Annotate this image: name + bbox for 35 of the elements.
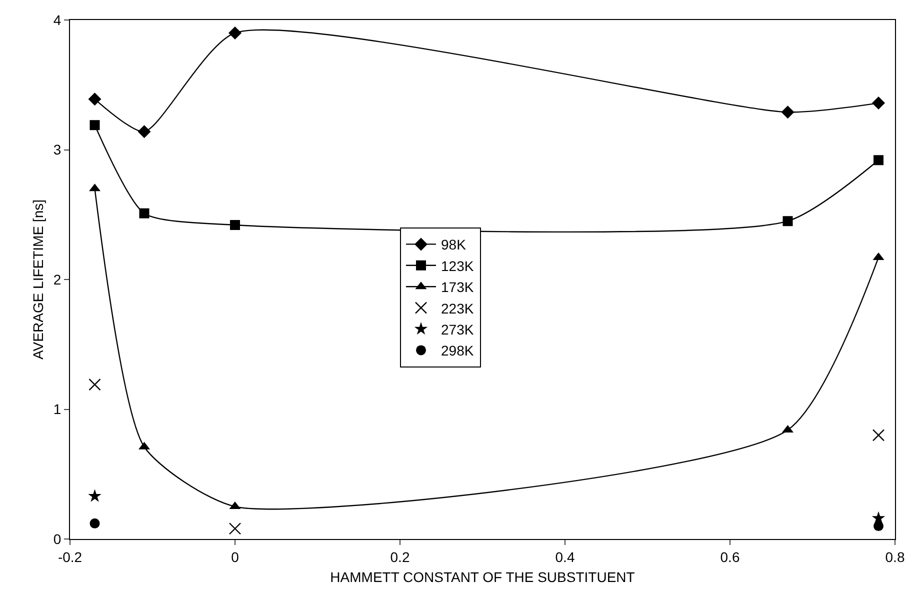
x-tick-label: 0.4 [555, 548, 575, 565]
point [88, 489, 102, 502]
point [228, 522, 242, 535]
point [781, 106, 794, 119]
point [872, 96, 885, 110]
point [874, 155, 884, 166]
legend-label: 273K [441, 321, 474, 338]
legend-label: 98K [441, 236, 467, 253]
legend-label: 173K [441, 279, 474, 296]
y-tick-label: 4 [53, 12, 62, 28]
x-tick-label: 0.8 [885, 548, 905, 565]
point [138, 125, 151, 138]
point [874, 521, 884, 532]
legend-label: 123K [441, 258, 474, 274]
y-tick-label: 0 [53, 530, 62, 547]
x-tick-label: 0 [231, 548, 240, 565]
point [230, 220, 240, 230]
x-tick-label: 0.2 [390, 548, 410, 565]
point [782, 216, 793, 226]
x-axis-title: HAMMETT CONSTANT OF THE SUBSTITUENT [330, 569, 636, 586]
y-tick-label: 3 [53, 142, 62, 158]
point [90, 518, 100, 528]
legend-label: 223K [441, 300, 474, 316]
y-axis-title: AVERAGE LIFETIME [ns] [30, 199, 46, 360]
x-tick-label: -0.2 [58, 548, 82, 565]
legend-label: 298K [441, 342, 474, 359]
point [139, 208, 150, 218]
y-tick-label: 2 [53, 271, 62, 288]
x-tick-label: 0.6 [720, 548, 740, 565]
point [872, 429, 885, 442]
point [228, 26, 242, 40]
point [88, 378, 101, 391]
y-tick-label: 1 [53, 401, 62, 418]
point [90, 120, 100, 130]
point [88, 92, 102, 106]
